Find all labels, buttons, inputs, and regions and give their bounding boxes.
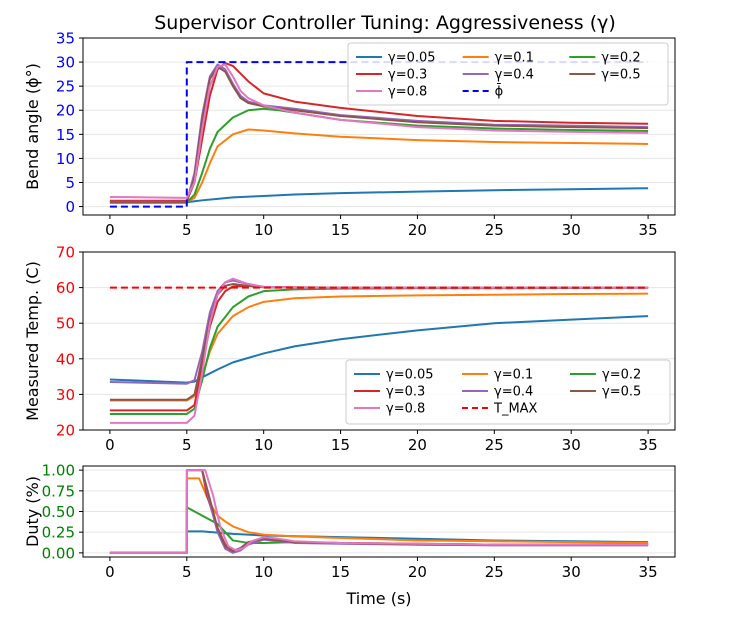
temp-y-tick-label: 60 (56, 279, 75, 297)
bend-y-tick-label: 15 (56, 126, 75, 144)
bend-y-tick-label: 0 (65, 198, 75, 216)
bend-x-tick-label: 5 (182, 221, 192, 239)
legend-1-box (345, 359, 671, 425)
duty-x-tick-label: 0 (105, 563, 115, 581)
duty-y-tick-label: 0.00 (42, 544, 75, 562)
temp-x-tick-label: 20 (408, 436, 427, 454)
legend-1-label: γ=0.5 (602, 385, 641, 400)
duty-x-tick-label: 30 (562, 563, 581, 581)
legend-1-label: γ=0.8 (386, 402, 425, 417)
duty-x-tick-label: 5 (182, 563, 192, 581)
duty-y-tick-label: 0.50 (42, 503, 75, 521)
bend-series-line (109, 187, 649, 204)
legend-0-label: γ=0.1 (495, 51, 534, 66)
legend-1-label: T_MAX (493, 402, 538, 417)
legend-0-label: γ=0.3 (388, 68, 427, 83)
bend-y-axis-label: Bend angle (ϕ°) (23, 63, 42, 190)
temp-y-tick-label: 30 (56, 386, 75, 404)
temp-x-tick-label: 35 (639, 436, 658, 454)
legend-0-label: ϕ̄ (495, 84, 504, 99)
duty-y-axis-label: Duty (%) (23, 476, 42, 547)
legend-1-label: γ=0.2 (602, 368, 641, 383)
bend-x-tick-label: 20 (408, 221, 427, 239)
temp-y-tick-label: 70 (56, 244, 75, 262)
duty-y-tick-label: 0.75 (42, 482, 75, 500)
bend-y-tick-label: 20 (56, 102, 75, 120)
duty-series-line (109, 469, 649, 554)
bend-series-line (109, 63, 649, 199)
temp-x-tick-label: 10 (254, 436, 273, 454)
temp-series-line (109, 315, 649, 384)
duty-series-line (109, 477, 649, 554)
legend-0-box (347, 42, 669, 106)
legend-1-label: γ=0.3 (386, 385, 425, 400)
legend-0-label: γ=0.2 (601, 51, 640, 66)
temp-y-tick-label: 20 (56, 422, 75, 440)
duty-x-tick-label: 20 (408, 563, 427, 581)
bend-series-line (109, 65, 649, 204)
bend-y-tick-label: 10 (56, 150, 75, 168)
bend-series-line (109, 128, 649, 204)
temp-y-axis-label: Measured Temp. (C) (23, 261, 42, 421)
legend-1-label: γ=0.4 (494, 385, 533, 400)
bend-y-tick-label: 5 (65, 174, 75, 192)
bend-axes-frame (82, 37, 676, 216)
bend-x-tick-label: 25 (485, 221, 504, 239)
temp-axes-frame (82, 251, 676, 431)
legend-0-label: γ=0.8 (388, 85, 427, 100)
bend-x-tick-label: 35 (639, 221, 658, 239)
temp-x-tick-label: 15 (331, 436, 350, 454)
legend-0-label: γ=0.05 (388, 51, 436, 66)
duty-x-tick-label: 35 (639, 563, 658, 581)
temp-x-tick-label: 5 (182, 436, 192, 454)
temp-x-tick-label: 25 (485, 436, 504, 454)
duty-y-tick-label: 0.25 (42, 524, 75, 542)
legend-0-label: γ=0.5 (601, 68, 640, 83)
bend-y-tick-label: 30 (56, 54, 75, 72)
bend-y-tick-label: 25 (56, 78, 75, 96)
bend-x-tick-label: 15 (331, 221, 350, 239)
temp-x-tick-label: 0 (105, 436, 115, 454)
legend-1-label: γ=0.1 (494, 368, 533, 383)
figure-title: Supervisor Controller Tuning: Aggressive… (154, 12, 616, 34)
bend-x-tick-label: 10 (254, 221, 273, 239)
duty-x-tick-label: 25 (485, 563, 504, 581)
bend-x-tick-label: 0 (105, 221, 115, 239)
bend-x-tick-label: 30 (562, 221, 581, 239)
duty-x-tick-label: 10 (254, 563, 273, 581)
x-axis-label: Time (s) (345, 589, 411, 608)
bend-series-line (109, 107, 649, 204)
temp-x-tick-label: 30 (562, 436, 581, 454)
temp-y-tick-label: 50 (56, 315, 75, 333)
legend-0-label: γ=0.4 (495, 68, 534, 83)
temp-y-tick-label: 40 (56, 350, 75, 368)
legend-1-label: γ=0.05 (386, 368, 434, 383)
duty-y-tick-label: 1.00 (42, 462, 75, 480)
bend-y-tick-label: 35 (56, 30, 75, 48)
duty-x-tick-label: 15 (331, 563, 350, 581)
